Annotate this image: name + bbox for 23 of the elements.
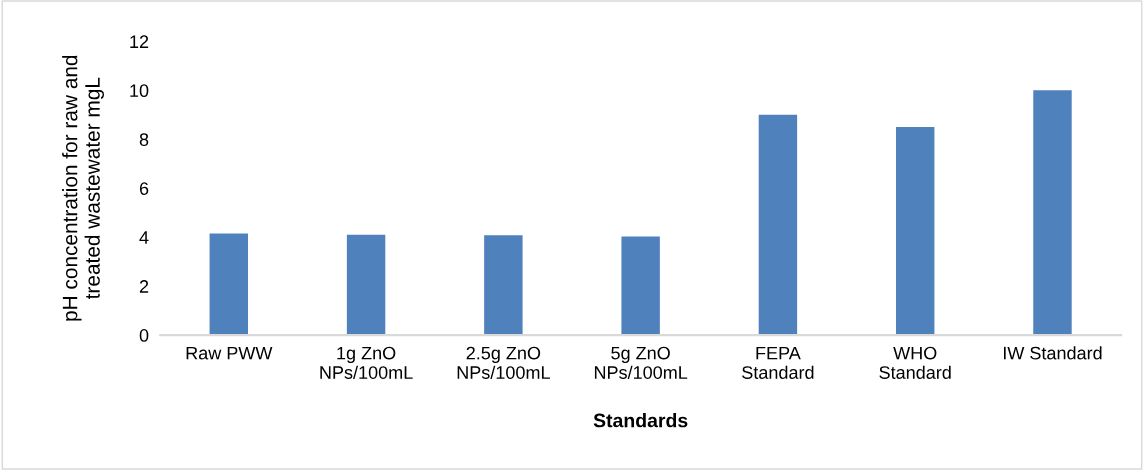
x-tick-label: 5g ZnO NPs/100mL bbox=[594, 346, 688, 379]
x-tick-label: Raw PWW bbox=[186, 346, 273, 360]
x-tick-label: FEPA Standard bbox=[742, 346, 814, 379]
y-tick-label: 0 bbox=[139, 329, 149, 342]
y-tick-label: 6 bbox=[139, 182, 149, 195]
x-tick-label: 2.5g ZnO NPs/100mL bbox=[457, 346, 550, 379]
bar bbox=[621, 236, 660, 336]
bar bbox=[484, 235, 523, 336]
y-axis-title: pH concentration for raw and treated wastewater mgL bbox=[62, 55, 104, 321]
bar bbox=[209, 233, 249, 336]
bar bbox=[346, 234, 386, 336]
x-tick-label: 1g ZnO NPs/100mL bbox=[320, 346, 413, 379]
y-tick-label: 4 bbox=[139, 231, 149, 244]
x-tick-label: IW Standard bbox=[1003, 346, 1102, 360]
bar bbox=[895, 127, 935, 336]
y-tick-label: 12 bbox=[130, 35, 149, 48]
bar bbox=[1033, 90, 1072, 336]
y-tick-label: 10 bbox=[130, 84, 149, 98]
y-tick-label: 2 bbox=[139, 280, 149, 293]
bar bbox=[758, 114, 798, 336]
y-tick-label: 8 bbox=[139, 133, 149, 146]
x-tick-label: WHO Standard bbox=[879, 346, 951, 379]
x-axis-title: Standards bbox=[593, 413, 688, 428]
